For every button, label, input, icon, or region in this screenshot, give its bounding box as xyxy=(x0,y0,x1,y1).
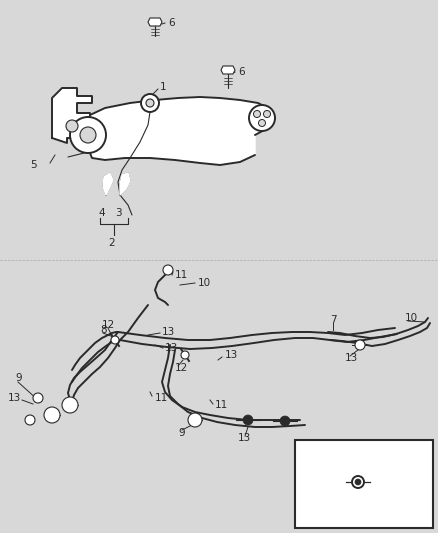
Text: 10: 10 xyxy=(198,278,211,288)
Text: 9: 9 xyxy=(178,428,185,438)
Circle shape xyxy=(355,479,361,485)
Circle shape xyxy=(44,407,60,423)
Text: 13: 13 xyxy=(165,343,178,353)
Text: 3: 3 xyxy=(115,208,122,218)
Text: 13: 13 xyxy=(345,353,358,363)
Text: 11: 11 xyxy=(175,270,188,280)
Circle shape xyxy=(352,476,364,488)
Circle shape xyxy=(163,265,173,275)
Circle shape xyxy=(80,127,96,143)
Text: 7: 7 xyxy=(330,315,337,325)
Bar xyxy=(295,440,433,528)
Circle shape xyxy=(243,415,253,425)
Text: 4: 4 xyxy=(98,208,105,218)
Text: (DRUM): (DRUM) xyxy=(330,513,370,523)
Circle shape xyxy=(141,94,159,112)
Text: 12: 12 xyxy=(175,363,188,373)
Text: 6: 6 xyxy=(238,67,245,77)
Circle shape xyxy=(258,119,265,126)
Circle shape xyxy=(70,117,106,153)
Text: 11: 11 xyxy=(215,400,228,410)
Circle shape xyxy=(111,336,119,344)
Text: 11: 11 xyxy=(155,393,168,403)
Circle shape xyxy=(25,415,35,425)
Text: 6: 6 xyxy=(168,18,175,28)
Text: 1: 1 xyxy=(160,82,166,92)
Circle shape xyxy=(66,120,78,132)
Circle shape xyxy=(188,413,202,427)
Text: 10: 10 xyxy=(405,313,418,323)
Polygon shape xyxy=(221,66,235,74)
Polygon shape xyxy=(88,97,272,165)
Text: 5: 5 xyxy=(30,160,37,170)
Polygon shape xyxy=(148,18,162,26)
Polygon shape xyxy=(52,88,92,143)
Circle shape xyxy=(264,110,271,117)
Circle shape xyxy=(62,397,78,413)
Circle shape xyxy=(355,340,365,350)
Circle shape xyxy=(33,393,43,403)
Circle shape xyxy=(254,110,261,117)
Text: 9: 9 xyxy=(15,373,21,383)
Text: 2: 2 xyxy=(108,238,115,248)
Circle shape xyxy=(249,105,275,131)
Circle shape xyxy=(280,416,290,426)
Text: 13: 13 xyxy=(238,433,251,443)
Polygon shape xyxy=(120,173,130,195)
Text: 13: 13 xyxy=(225,350,238,360)
Text: 13: 13 xyxy=(8,393,21,403)
Text: 14: 14 xyxy=(345,455,358,465)
Text: 13: 13 xyxy=(162,327,175,337)
Text: 12: 12 xyxy=(102,320,115,330)
Text: 8: 8 xyxy=(100,325,106,335)
Polygon shape xyxy=(103,173,113,195)
Circle shape xyxy=(181,351,189,359)
Circle shape xyxy=(146,99,154,107)
